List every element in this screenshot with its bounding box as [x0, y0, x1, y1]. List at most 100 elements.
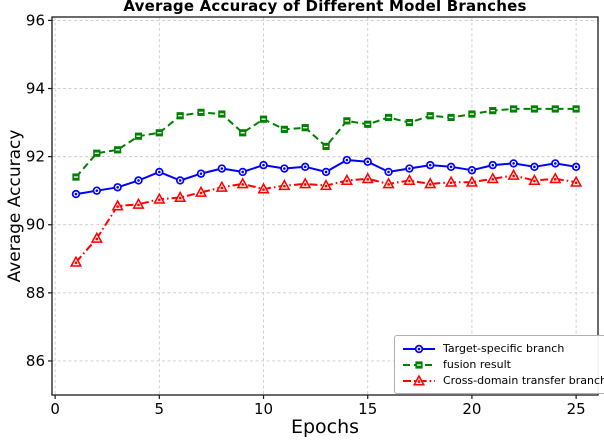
- circle-marker-inner: [386, 169, 392, 175]
- legend-item-label: Target-specific branch: [443, 342, 565, 355]
- chart-title: Average Accuracy of Different Model Bran…: [123, 0, 527, 15]
- circle-marker-inner: [115, 184, 121, 190]
- triangle-marker-inner: [199, 191, 203, 195]
- circle-marker-inner: [365, 159, 371, 165]
- circle-marker: [259, 160, 268, 170]
- triangle-marker-inner: [262, 188, 265, 191]
- x-tick-label: 20: [462, 400, 481, 418]
- x-tick-label: 25: [567, 400, 586, 418]
- triangle-marker-inner: [366, 178, 370, 181]
- circle-marker-inner: [135, 177, 141, 183]
- circle-marker-inner: [73, 191, 79, 197]
- circle-marker-inner: [344, 157, 350, 163]
- circle-marker: [530, 162, 539, 172]
- circle-marker: [321, 167, 331, 177]
- series-0: [71, 155, 581, 199]
- triangle-marker-inner: [574, 181, 578, 185]
- triangle-marker-inner: [324, 184, 328, 188]
- circle-marker: [414, 344, 424, 353]
- triangle-marker-inner: [158, 198, 161, 202]
- y-tick-label: 90: [26, 216, 45, 234]
- circle-marker: [467, 166, 477, 175]
- x-tick-label: 15: [358, 400, 377, 418]
- circle-marker-inner: [490, 162, 496, 168]
- triangle-marker-inner: [512, 174, 515, 178]
- triangle-marker-inner: [137, 203, 140, 207]
- circle-marker: [551, 159, 560, 168]
- series-1: [72, 105, 580, 181]
- circle-marker-inner: [302, 164, 308, 170]
- x-tick-label: 5: [155, 400, 165, 418]
- triangle-marker-inner: [449, 181, 453, 185]
- circle-marker-inner: [198, 171, 204, 177]
- triangle-marker-inner: [283, 184, 286, 188]
- circle-marker: [134, 176, 143, 185]
- circle-marker: [155, 167, 164, 177]
- circle-marker: [446, 162, 456, 172]
- circle-marker-inner: [469, 167, 475, 173]
- circle-marker-inner: [427, 162, 433, 168]
- ticks: [48, 19, 577, 399]
- triangle-marker-inner: [116, 205, 119, 208]
- triangle-marker-inner: [241, 183, 244, 186]
- triangle-marker-inner: [95, 237, 99, 241]
- circle-marker: [426, 160, 435, 170]
- circle-marker-inner: [261, 162, 267, 168]
- circle-marker: [175, 176, 185, 185]
- circle-marker: [92, 186, 102, 195]
- x-axis-label: Epochs: [290, 416, 360, 438]
- circle-marker: [280, 164, 289, 173]
- legend-item-2: Cross-domain transfer branch: [402, 373, 604, 388]
- y-tick-label: 96: [26, 11, 45, 29]
- triangle-marker-inner: [220, 186, 224, 190]
- circle-marker-inner: [448, 164, 454, 170]
- y-tick-label: 86: [26, 352, 45, 370]
- triangle-marker-inner: [533, 179, 536, 183]
- circle-marker-inner: [281, 166, 287, 172]
- y-tick-label: 92: [26, 148, 45, 166]
- circle-marker-inner: [94, 188, 100, 194]
- circle-marker: [196, 169, 206, 178]
- triangle-marker-inner: [491, 178, 495, 181]
- circle-marker-inner: [416, 345, 422, 351]
- y-tick-label: 94: [26, 80, 45, 98]
- circle-marker: [384, 167, 393, 177]
- triangle-marker-inner: [470, 181, 474, 185]
- x-tick-label: 0: [50, 400, 60, 418]
- triangle-marker-inner: [553, 178, 557, 181]
- triangle-marker-inner: [417, 379, 421, 383]
- circle-marker-inner: [219, 166, 225, 172]
- circle-marker: [363, 157, 372, 166]
- legend-item-label: Cross-domain transfer branch: [443, 374, 604, 387]
- circle-marker: [509, 159, 518, 168]
- circle-marker: [217, 164, 227, 173]
- circle-marker-inner: [240, 169, 246, 175]
- circle-marker-inner: [406, 166, 412, 172]
- circle-marker-inner: [156, 169, 162, 175]
- legend-item-label: fusion result: [443, 358, 511, 371]
- circle-marker-inner: [511, 160, 517, 166]
- legend-item-1: fusion result: [402, 357, 604, 372]
- circle-marker: [238, 167, 247, 177]
- legend-item-0: Target-specific branch: [402, 341, 604, 356]
- y-tick-label: 88: [26, 284, 45, 302]
- triangle-marker-inner: [345, 179, 349, 183]
- triangle-marker-inner: [428, 183, 432, 186]
- tick-labels: 0 5 10 15 20 25 86 88 90 92 94 96: [26, 11, 586, 418]
- circle-marker: [571, 162, 581, 172]
- circle-marker-inner: [573, 164, 579, 170]
- legend-sample-triangle-icon: [403, 373, 435, 386]
- triangle-marker-inner: [74, 261, 78, 265]
- legend-sample-square-icon: [403, 360, 435, 369]
- circle-marker: [342, 155, 352, 165]
- circle-marker: [113, 183, 122, 192]
- triangle-marker-inner: [387, 183, 390, 186]
- circle-marker: [488, 160, 497, 170]
- triangle-marker-inner: [178, 196, 182, 200]
- triangle-marker-inner: [408, 179, 411, 183]
- circle-marker-inner: [531, 164, 537, 170]
- grid: [52, 17, 598, 395]
- circle-marker: [71, 189, 81, 199]
